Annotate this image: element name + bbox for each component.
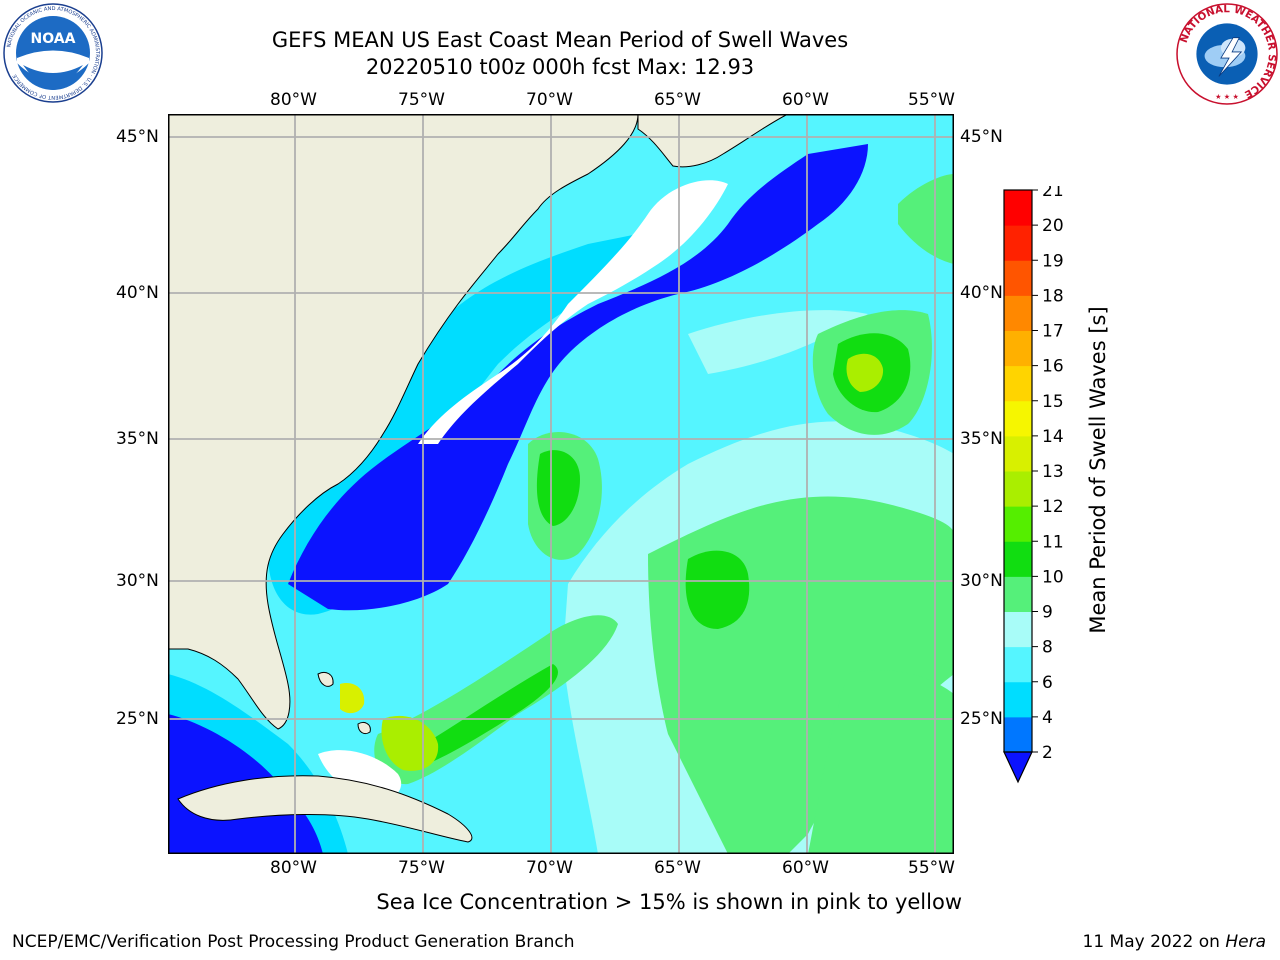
lon-label-top: 60°W <box>782 90 829 110</box>
credit-text: NCEP/EMC/Verification Post Processing Pr… <box>12 932 575 952</box>
colorbar-tick-label: 18 <box>1042 286 1064 306</box>
chart-title: GEFS MEAN US East Coast Mean Period of S… <box>271 28 849 52</box>
contour-12-13s-b <box>381 715 439 771</box>
colorbar-tick-label: 11 <box>1042 532 1064 552</box>
colorbar-segment <box>1004 646 1032 683</box>
sea-ice-note: Sea Ice Concentration > 15% is shown in … <box>376 890 962 914</box>
colorbar-tick-label: 8 <box>1042 638 1053 658</box>
noaa-logo-icon: NATIONAL OCEANIC AND ATMOSPHERIC ADMINIS… <box>3 3 103 103</box>
run-date-text: 11 May 2022 on <box>1082 932 1220 952</box>
lat-label-left: 25°N <box>116 709 159 729</box>
contour-10-11s-a <box>685 550 750 629</box>
colorbar-tick-label: 9 <box>1042 603 1053 623</box>
noaa-text: NOAA <box>31 31 76 47</box>
lat-label-right: 45°N <box>960 127 1003 147</box>
lat-label-left: 30°N <box>116 571 159 591</box>
contour-8-9s-north <box>688 310 868 374</box>
colorbar-title: Mean Period of Swell Waves [s] <box>1086 306 1110 634</box>
run-date: 11 May 2022 on Hera <box>1083 932 1267 952</box>
colorbar-tick-label: 19 <box>1042 251 1064 271</box>
lat-label-right: 25°N <box>960 709 1003 729</box>
colorbar-segment <box>1004 681 1032 718</box>
lon-label-bottom: 55°W <box>908 858 955 878</box>
lat-label-left: 45°N <box>116 127 159 147</box>
colorbar-segment <box>1004 611 1032 648</box>
lat-label-right: 30°N <box>960 571 1003 591</box>
land-bahamas <box>317 671 371 735</box>
colorbar-tick-label: 10 <box>1042 567 1064 587</box>
colorbar: 2 4 6 8 9 10 11 12 13 14 15 16 17 18 19 20 21 <box>1003 186 1064 784</box>
colorbar-segment <box>1004 435 1032 472</box>
lon-label-top: 80°W <box>270 90 317 110</box>
graticule <box>168 114 954 854</box>
colorbar-segment <box>1004 400 1032 437</box>
contour-10-11s-b <box>536 450 580 526</box>
lon-label-bottom: 75°W <box>398 858 445 878</box>
lat-label-left: 35°N <box>116 429 159 449</box>
land-north-america <box>168 114 639 730</box>
colorbar-segment <box>1004 365 1032 402</box>
contour-2-4s-shelf <box>288 144 868 611</box>
lon-label-top: 55°W <box>908 90 955 110</box>
swell-period-map <box>168 114 954 854</box>
colorbar-tick-label: 4 <box>1042 708 1053 728</box>
colorbar-extend-arrow <box>1003 751 1033 784</box>
nws-logo-icon: NATIONAL WEATHER SERVICE ★ ★ ★ <box>1176 3 1278 105</box>
mask-region-north <box>418 180 728 444</box>
lat-label-left: 40°N <box>116 283 159 303</box>
chart-subtitle: 20220510 t00z 000h fcst Max: 12.93 <box>365 55 755 79</box>
colorbar-tick-label: 14 <box>1042 427 1064 447</box>
colorbar-segment <box>1004 330 1032 367</box>
colorbar-tick-label: 6 <box>1042 673 1053 693</box>
colorbar-segment <box>1004 471 1032 507</box>
lon-label-bottom: 70°W <box>526 858 573 878</box>
contour-10-11s-ridge <box>408 664 558 769</box>
map-frame <box>168 114 954 854</box>
svg-text:★ ★ ★: ★ ★ ★ <box>1215 92 1239 101</box>
lon-label-bottom: 80°W <box>270 858 317 878</box>
colorbar-segment <box>1004 190 1032 226</box>
colorbar-segment <box>1004 260 1032 296</box>
lon-label-top: 70°W <box>526 90 573 110</box>
lon-label-bottom: 60°W <box>782 858 829 878</box>
colorbar-tick-label: 15 <box>1042 392 1064 412</box>
lon-label-top: 65°W <box>654 90 701 110</box>
lat-label-right: 35°N <box>960 429 1003 449</box>
contour-9-10s-far-ne <box>898 174 954 264</box>
land-cuba <box>177 775 473 843</box>
colorbar-tick-label: 16 <box>1042 357 1064 377</box>
colorbar-tick-label: 13 <box>1042 462 1064 482</box>
colorbar-tick-label: 21 <box>1042 186 1064 201</box>
colorbar-tick-label: 17 <box>1042 322 1064 342</box>
colorbar-tick-label: 20 <box>1042 216 1064 236</box>
land-nova-scotia <box>637 114 789 168</box>
colorbar-tick-label: 2 <box>1042 743 1053 763</box>
lon-label-top: 75°W <box>398 90 445 110</box>
host-name: Hera <box>1225 932 1266 952</box>
colorbar-segment <box>1004 541 1032 577</box>
colorbar-segment <box>1004 716 1032 753</box>
colorbar-segment <box>1004 506 1032 542</box>
colorbar-tick-label: 12 <box>1042 497 1064 517</box>
colorbar-segment <box>1004 576 1032 612</box>
colorbar-segment <box>1004 225 1032 261</box>
contour-9-10s-south <box>808 670 954 854</box>
colorbar-segment <box>1004 295 1032 331</box>
lat-label-right: 40°N <box>960 283 1003 303</box>
contour-12-13s-a <box>846 353 884 392</box>
lon-label-bottom: 65°W <box>654 858 701 878</box>
contour-12-13s-c <box>340 683 365 714</box>
